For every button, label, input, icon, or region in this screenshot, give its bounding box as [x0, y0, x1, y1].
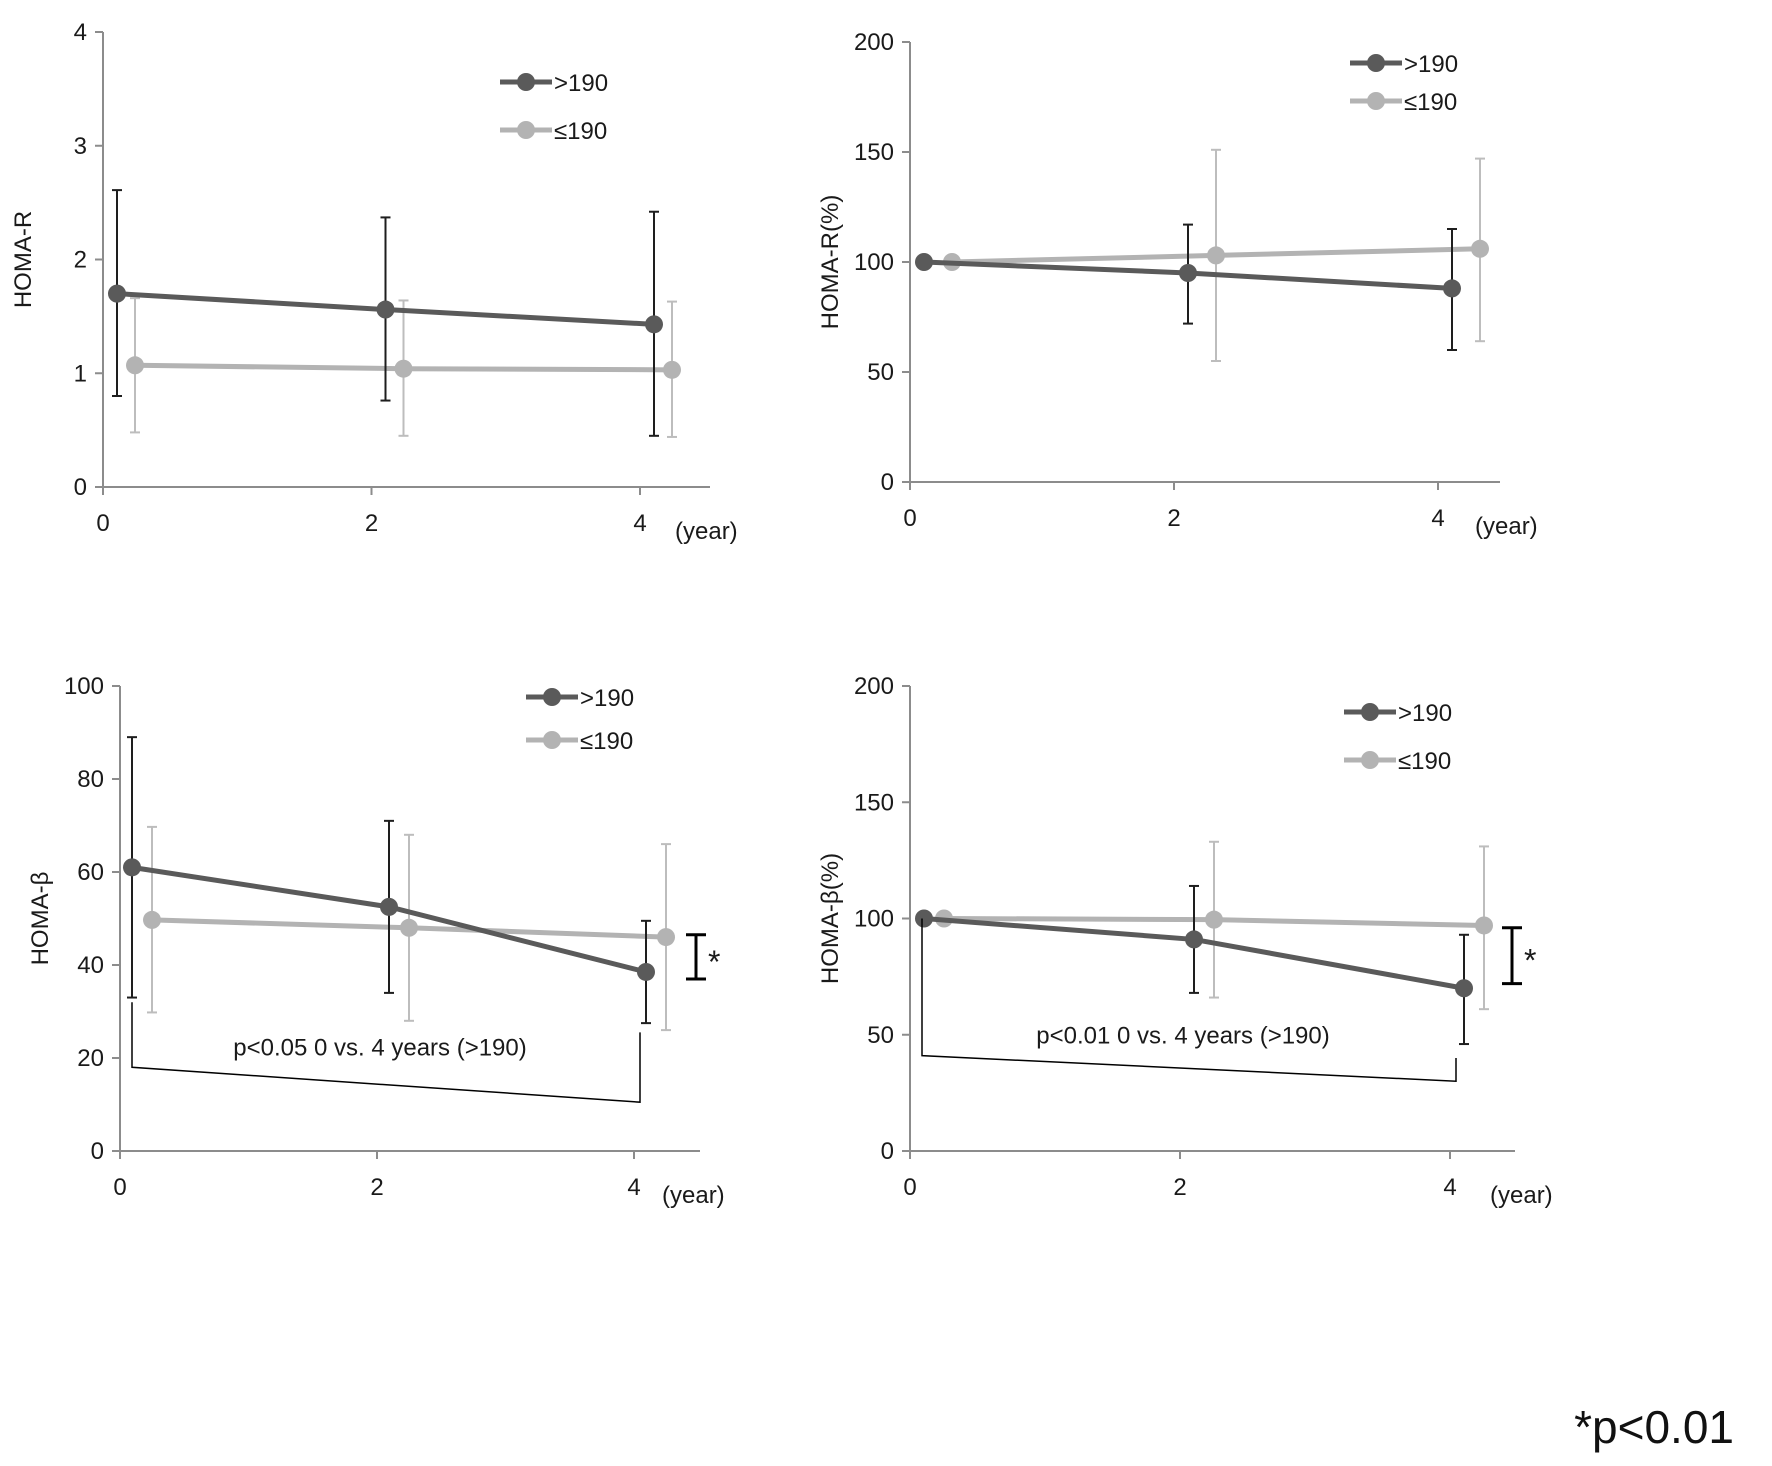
- x-tick-label: 0: [903, 1174, 916, 1201]
- data-point: [380, 897, 398, 916]
- data-point: [376, 300, 395, 319]
- legend-label: >190: [1404, 51, 1458, 78]
- bracket-label: p<0.05 0 vs. 4 years (>190): [233, 1034, 527, 1061]
- y-tick-label: 3: [74, 133, 87, 160]
- y-tick-label: 200: [854, 29, 894, 56]
- data-point: [126, 356, 144, 375]
- y-tick-label: 2: [74, 247, 87, 274]
- y-axis-label: HOMA-β: [27, 872, 54, 966]
- chart-svg: 0 50 100 150 200 0 2 4 (year) HOMA-β(%) >190 ≤190 p<…: [817, 673, 1553, 1209]
- data-point: [123, 858, 141, 877]
- x-tick-label: 0: [96, 510, 109, 537]
- data-point: [915, 253, 933, 271]
- y-tick-label: 100: [854, 906, 894, 933]
- y-tick-label: 20: [77, 1045, 104, 1072]
- chart-homa-beta: 0 20 40 60 80 100 0 2 4 (year) HOMA-β >190 ≤190 p<0.0…: [0, 650, 860, 1250]
- data-point: [1179, 264, 1197, 282]
- y-tick-label: 0: [91, 1138, 104, 1165]
- y-tick-label: 60: [77, 859, 104, 886]
- data-point: [657, 928, 675, 947]
- chart-homa-beta-percent: 0 50 100 150 200 0 2 4 (year) HOMA-β(%) >190 ≤190 p<…: [817, 650, 1760, 1250]
- data-point: [915, 909, 933, 928]
- chart-svg: 0 1 2 3 4 0 2 4 (year) HOMA-R >190 ≤190: [10, 19, 738, 545]
- legend-swatch-marker: [543, 688, 561, 706]
- significance-marker: *: [708, 944, 720, 980]
- y-axis-label: HOMA-R(%): [817, 195, 844, 330]
- x-axis-unit: (year): [1490, 1182, 1553, 1209]
- data-point: [108, 284, 126, 303]
- y-tick-label: 0: [74, 474, 87, 501]
- x-tick-label: 2: [1173, 1174, 1186, 1201]
- chart-svg: 0 50 100 150 200 0 2 4 (year) HOMA-R(%) >190 ≤190: [817, 29, 1538, 540]
- data-point: [1455, 979, 1473, 998]
- legend-swatch-marker: [1367, 92, 1385, 110]
- y-tick-label: 0: [881, 469, 894, 496]
- data-point: [1471, 239, 1489, 258]
- x-tick-label: 4: [1443, 1174, 1456, 1201]
- legend-label: ≤190: [1404, 89, 1457, 116]
- y-axis-label: HOMA-β(%): [817, 853, 844, 984]
- legend-swatch-marker: [1361, 703, 1379, 721]
- y-axis-label: HOMA-R: [10, 211, 37, 308]
- legend-label: ≤190: [580, 728, 633, 755]
- data-point: [1207, 246, 1225, 265]
- legend-swatch-marker: [1367, 54, 1385, 72]
- data-point: [645, 315, 663, 334]
- significance-footnote: *p<0.01: [1574, 1401, 1734, 1453]
- legend-swatch-marker: [517, 121, 535, 139]
- x-tick-label: 0: [903, 505, 916, 532]
- x-tick-label: 0: [113, 1174, 126, 1201]
- data-point: [1185, 930, 1203, 949]
- legend-swatch-marker: [543, 731, 561, 749]
- comparison-bracket: [921, 918, 1457, 1083]
- y-tick-label: 4: [74, 19, 87, 46]
- y-tick-label: 100: [854, 249, 894, 276]
- chart-svg: 0 20 40 60 80 100 0 2 4 (year) HOMA-β >190 ≤190 p<0.0…: [27, 673, 725, 1209]
- legend-swatch-marker: [517, 73, 535, 91]
- data-point: [394, 359, 413, 378]
- legend-label: >190: [580, 685, 634, 712]
- y-tick-label: 200: [854, 673, 894, 700]
- y-tick-label: 80: [77, 766, 104, 793]
- x-tick-label: 4: [633, 510, 646, 537]
- significance-marker: *: [1524, 943, 1536, 979]
- data-point: [143, 910, 161, 929]
- data-point: [663, 360, 681, 379]
- bracket-label: p<0.01 0 vs. 4 years (>190): [1036, 1023, 1330, 1050]
- data-point: [1205, 910, 1223, 929]
- legend-label: >190: [554, 70, 608, 97]
- y-tick-label: 100: [64, 673, 104, 700]
- chart-homa-r: 0 1 2 3 4 0 2 4 (year) HOMA-R >190 ≤190: [0, 0, 860, 640]
- x-tick-label: 4: [627, 1174, 640, 1201]
- y-tick-label: 1: [74, 360, 87, 387]
- y-tick-label: 40: [77, 952, 104, 979]
- y-tick-label: 50: [867, 1022, 894, 1049]
- chart-homa-r-percent: 0 50 100 150 200 0 2 4 (year) HOMA-R(%) >190 ≤190: [817, 0, 1760, 640]
- legend-swatch-marker: [1361, 751, 1379, 769]
- comparison-bracket: [131, 1002, 641, 1103]
- x-tick-label: 2: [1167, 505, 1180, 532]
- legend-label: ≤190: [1398, 748, 1451, 775]
- y-tick-label: 150: [854, 139, 894, 166]
- x-axis-unit: (year): [662, 1182, 725, 1209]
- data-point: [1475, 916, 1493, 935]
- data-point: [400, 918, 418, 937]
- x-tick-label: 2: [365, 510, 378, 537]
- y-tick-label: 150: [854, 789, 894, 816]
- legend-label: >190: [1398, 700, 1452, 727]
- data-point: [637, 962, 655, 981]
- x-axis-unit: (year): [675, 518, 738, 545]
- x-tick-label: 2: [370, 1174, 383, 1201]
- y-tick-label: 0: [881, 1138, 894, 1165]
- x-tick-label: 4: [1431, 505, 1444, 532]
- data-point: [1443, 279, 1461, 298]
- x-axis-unit: (year): [1475, 513, 1538, 540]
- y-tick-label: 50: [867, 359, 894, 386]
- legend-label: ≤190: [554, 118, 607, 145]
